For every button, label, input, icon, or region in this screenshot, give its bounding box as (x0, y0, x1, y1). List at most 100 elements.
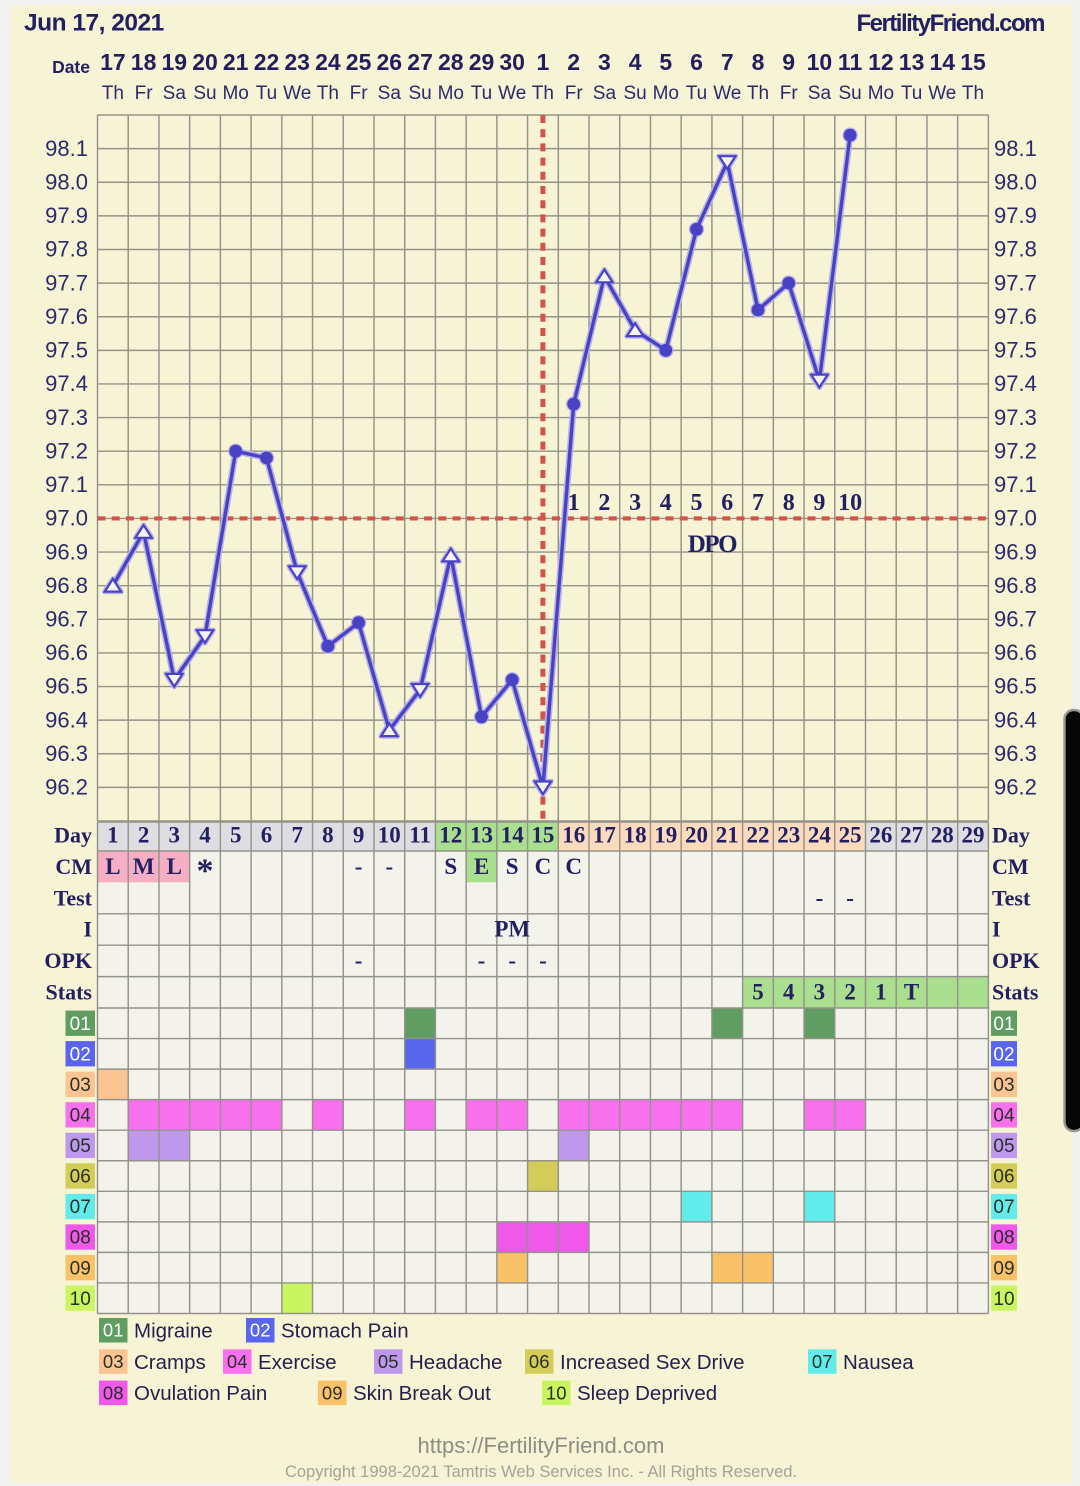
svg-text:We: We (498, 83, 526, 104)
svg-text:1: 1 (875, 980, 887, 1005)
svg-text:28: 28 (438, 49, 464, 75)
svg-text:97.2: 97.2 (994, 438, 1037, 463)
svg-text:97.3: 97.3 (994, 405, 1037, 430)
svg-text:3: 3 (629, 490, 641, 516)
svg-text:Th: Th (532, 83, 554, 104)
svg-text:05: 05 (70, 1136, 91, 1157)
svg-text:18: 18 (624, 823, 647, 848)
svg-text:25: 25 (346, 49, 372, 75)
svg-text:96.5: 96.5 (45, 674, 88, 699)
svg-text:98.0: 98.0 (45, 169, 88, 194)
svg-text:4: 4 (660, 490, 672, 516)
svg-text:OPK: OPK (44, 948, 92, 973)
svg-text:97.0: 97.0 (45, 506, 88, 531)
svg-text:97.4: 97.4 (994, 371, 1037, 396)
svg-text:DPO: DPO (688, 531, 737, 558)
svg-text:8: 8 (783, 490, 795, 516)
svg-text:97.8: 97.8 (994, 237, 1037, 262)
svg-text:26: 26 (869, 823, 892, 848)
svg-text:06: 06 (529, 1351, 550, 1372)
svg-text:Increased Sex Drive: Increased Sex Drive (560, 1351, 745, 1374)
svg-text:14: 14 (501, 823, 525, 848)
svg-text:Sleep Deprived: Sleep Deprived (577, 1382, 717, 1405)
svg-text:-: - (355, 948, 363, 973)
svg-text:10: 10 (378, 823, 401, 848)
svg-text:T: T (904, 980, 919, 1005)
svg-text:9: 9 (353, 823, 365, 848)
svg-text:01: 01 (70, 1014, 91, 1035)
svg-text:96.9: 96.9 (45, 539, 88, 564)
svg-text:10: 10 (993, 1289, 1014, 1310)
svg-text:I: I (83, 917, 92, 942)
svg-text:11: 11 (409, 823, 431, 848)
svg-text:Th: Th (102, 83, 124, 104)
svg-text:Mo: Mo (868, 83, 894, 104)
svg-text:07: 07 (812, 1351, 833, 1372)
svg-text:01: 01 (103, 1320, 124, 1341)
svg-text:97.6: 97.6 (994, 304, 1037, 329)
svg-text:E: E (474, 854, 489, 879)
svg-text:96.2: 96.2 (45, 775, 88, 800)
svg-text:Mo: Mo (653, 83, 679, 104)
svg-text:*: * (197, 852, 214, 889)
svg-text:Test: Test (992, 885, 1031, 910)
svg-text:97.6: 97.6 (45, 304, 88, 329)
svg-text:S: S (444, 854, 457, 879)
svg-text:We: We (283, 83, 311, 104)
svg-text:08: 08 (103, 1382, 124, 1403)
svg-text:98.1: 98.1 (994, 136, 1037, 161)
svg-text:19: 19 (654, 823, 677, 848)
svg-text:Skin Break Out: Skin Break Out (353, 1382, 491, 1405)
svg-text:24: 24 (315, 49, 341, 75)
svg-text:96.7: 96.7 (994, 607, 1037, 632)
svg-text:96.2: 96.2 (994, 775, 1037, 800)
svg-text:12: 12 (868, 49, 894, 75)
svg-text:3: 3 (814, 980, 826, 1005)
svg-text:4: 4 (199, 823, 211, 848)
svg-text:97.3: 97.3 (45, 405, 88, 430)
svg-text:10: 10 (838, 490, 862, 516)
svg-text:7: 7 (752, 490, 764, 516)
svg-text:07: 07 (70, 1197, 91, 1218)
svg-text:22: 22 (254, 49, 280, 75)
svg-text:97.5: 97.5 (994, 338, 1037, 363)
svg-text:03: 03 (103, 1351, 124, 1372)
svg-text:6: 6 (721, 490, 733, 516)
svg-text:96.8: 96.8 (994, 573, 1037, 598)
svg-text:6: 6 (690, 49, 703, 75)
svg-text:-: - (355, 854, 363, 879)
svg-text:S: S (506, 854, 519, 879)
svg-text:23: 23 (284, 49, 310, 75)
svg-text:08: 08 (70, 1228, 91, 1249)
svg-text:96.4: 96.4 (994, 707, 1037, 732)
svg-text:18: 18 (131, 49, 157, 75)
svg-text:06: 06 (993, 1167, 1014, 1188)
svg-text:12: 12 (439, 823, 462, 848)
svg-text:14: 14 (930, 49, 956, 75)
svg-text:98.0: 98.0 (994, 169, 1037, 194)
svg-text:-: - (478, 948, 486, 973)
svg-text:Sa: Sa (808, 83, 832, 104)
svg-text:07: 07 (993, 1197, 1014, 1218)
svg-text:05: 05 (993, 1136, 1014, 1157)
svg-text:2: 2 (567, 49, 580, 75)
svg-text:19: 19 (162, 49, 188, 75)
svg-text:16: 16 (562, 823, 585, 848)
svg-text:Day: Day (54, 823, 92, 848)
svg-text:15: 15 (531, 823, 554, 848)
svg-text:97.1: 97.1 (45, 472, 88, 497)
svg-text:10: 10 (546, 1382, 567, 1403)
svg-text:97.7: 97.7 (994, 270, 1037, 295)
svg-text:04: 04 (227, 1351, 248, 1372)
svg-text:Day: Day (992, 823, 1030, 848)
svg-text:97.7: 97.7 (45, 270, 88, 295)
svg-text:Date: Date (52, 57, 90, 77)
svg-text:Tu: Tu (471, 83, 492, 104)
svg-text:1: 1 (107, 823, 119, 848)
svg-text:Su: Su (623, 83, 646, 104)
svg-text:Stomach Pain: Stomach Pain (281, 1320, 409, 1343)
svg-text:4: 4 (783, 980, 795, 1005)
svg-text:-: - (385, 854, 393, 879)
svg-text:20: 20 (685, 823, 708, 848)
svg-text:Fr: Fr (135, 83, 154, 104)
